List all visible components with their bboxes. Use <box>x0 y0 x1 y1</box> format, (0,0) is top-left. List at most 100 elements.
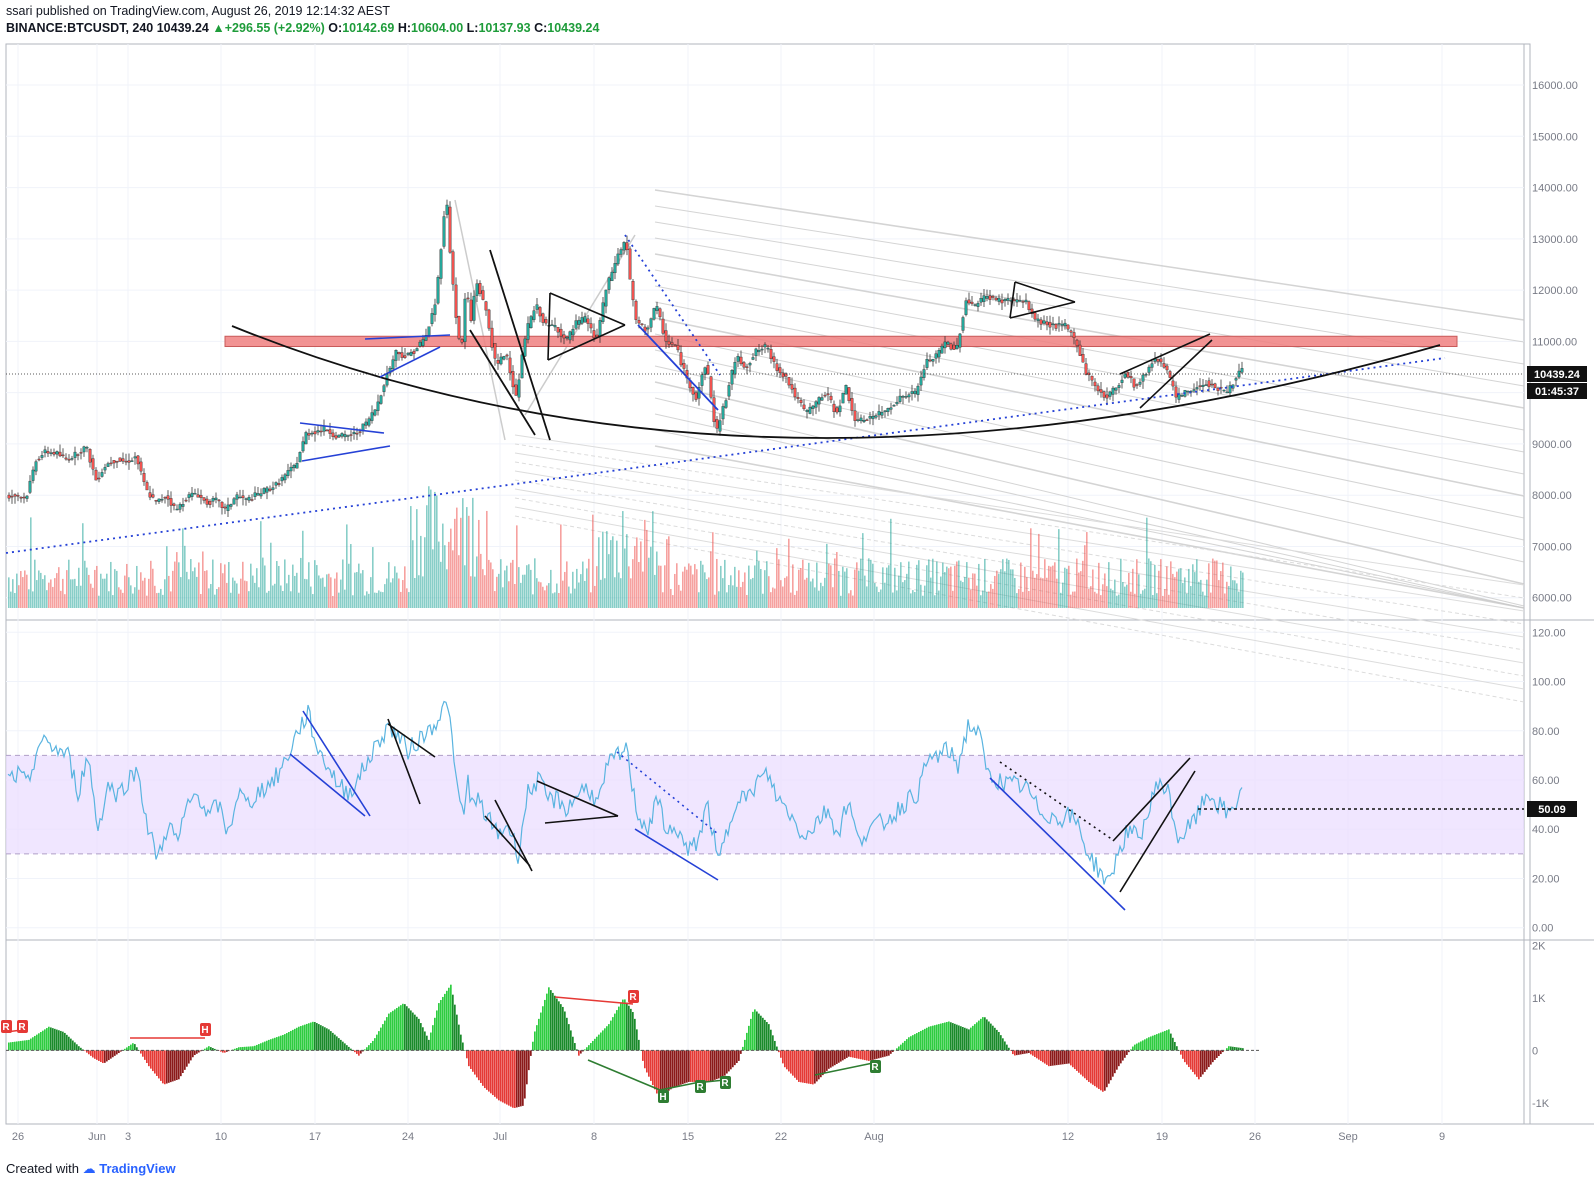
symbol-name[interactable]: BINANCE:BTCUSDT, 240 <box>6 21 154 35</box>
candle-body <box>244 498 248 500</box>
volume-bar <box>150 560 152 608</box>
candle-body <box>322 426 326 432</box>
histogram-bar <box>1046 1050 1048 1065</box>
volume-bar <box>588 558 590 608</box>
histogram-bar <box>1126 1050 1128 1055</box>
signal-badge <box>17 1020 28 1033</box>
histogram-bar <box>568 1024 570 1051</box>
candle-body <box>631 281 635 301</box>
histogram-bar <box>254 1045 256 1051</box>
histogram-bar <box>294 1028 296 1051</box>
publish-info: ssari published on TradingView.com, Augu… <box>6 4 391 18</box>
histogram-bar <box>378 1031 380 1051</box>
candle-body <box>148 492 152 498</box>
volume-bar <box>466 507 468 608</box>
volume-bar <box>524 574 526 608</box>
volume-bar <box>782 586 784 608</box>
candle-body <box>274 482 278 486</box>
rsi-tick-label: 120.00 <box>1532 627 1566 639</box>
close-label: C: <box>534 21 548 35</box>
candle-body <box>769 349 773 359</box>
channel-line <box>514 434 1525 586</box>
volume-bar <box>1038 533 1040 608</box>
histogram-bar <box>794 1050 796 1078</box>
channel-line <box>514 443 1525 599</box>
histogram-bar <box>702 1050 704 1082</box>
histogram-bar <box>1110 1050 1112 1081</box>
signal-label: R <box>18 1022 26 1033</box>
histogram-bar <box>730 1050 732 1070</box>
histogram-bar <box>1166 1030 1168 1051</box>
channel-line <box>654 429 1525 609</box>
histogram-bar <box>636 1029 638 1051</box>
histogram-bar <box>716 1050 718 1080</box>
histogram-bar <box>618 1006 620 1051</box>
histogram-bar <box>538 1018 540 1051</box>
histogram-bar <box>386 1017 388 1051</box>
histogram-bar <box>564 1011 566 1051</box>
candle-body <box>493 343 497 359</box>
time-tick-label: 10 <box>215 1131 227 1143</box>
volume-bar <box>892 592 894 608</box>
histogram-bar <box>620 1003 622 1051</box>
resistance-zone[interactable] <box>224 335 1458 348</box>
volume-bar <box>412 540 414 608</box>
histogram-bar <box>1000 1035 1002 1051</box>
candle-body <box>589 323 593 329</box>
candle-body <box>949 343 953 350</box>
histogram-bar <box>1074 1050 1076 1070</box>
histogram-bar <box>292 1029 294 1051</box>
high-label: H: <box>397 21 412 35</box>
histogram-bar <box>926 1027 928 1051</box>
histogram-bar <box>480 1050 482 1083</box>
candle-body <box>751 357 755 360</box>
histogram-bar <box>384 1020 386 1051</box>
histogram-bar <box>1118 1050 1120 1067</box>
histogram-bar <box>690 1050 692 1082</box>
volume-bar <box>838 570 840 608</box>
volume-bar <box>1074 591 1076 608</box>
volume-bar <box>1150 561 1152 608</box>
histogram-bar <box>418 1018 420 1051</box>
histogram-bar <box>334 1034 336 1051</box>
histogram-bar <box>958 1025 960 1051</box>
histogram-bar <box>816 1050 818 1082</box>
volume-bar <box>424 537 426 608</box>
candle-body <box>145 482 149 491</box>
volume-bar <box>176 552 178 608</box>
rsi-drawings[interactable] <box>289 710 1524 911</box>
histogram-bar <box>430 1032 432 1051</box>
tradingview-brand[interactable]: TradingView <box>99 1161 176 1176</box>
candle-body <box>565 336 569 339</box>
histogram-bar <box>728 1050 730 1072</box>
last-price-tag <box>1527 366 1587 382</box>
volume-bar <box>1040 577 1042 608</box>
volume-bar <box>598 537 600 608</box>
histogram-bar <box>102 1050 104 1064</box>
volume-bar <box>338 592 340 608</box>
histogram-bar <box>268 1039 270 1051</box>
trend-drawings[interactable] <box>5 234 1524 554</box>
volume-bar <box>196 576 198 608</box>
histogram-bar <box>470 1050 472 1069</box>
candle-body <box>865 419 869 421</box>
histogram-bar <box>1226 1048 1228 1051</box>
histogram-bar <box>540 1012 542 1051</box>
candle-body <box>919 376 923 386</box>
oscillator-histogram <box>6 984 1260 1108</box>
candle-body <box>1039 319 1043 325</box>
volume-bar <box>718 591 720 608</box>
histogram-bar <box>484 1050 486 1089</box>
histogram-bar <box>634 1018 636 1051</box>
time-axis[interactable]: 26 Jun 3 10 17 24 Jul 8 15 22 Aug 12 19 26 Sep 9 <box>12 1131 1445 1143</box>
candle-body <box>1234 378 1238 381</box>
price-axis[interactable]: 16000.0015000.0014000.0013000.0012000.00… <box>1532 80 1578 1110</box>
volume-bar <box>508 581 510 608</box>
volume-bar <box>264 565 266 608</box>
candle-body <box>730 370 734 385</box>
volume-bar <box>1100 595 1102 608</box>
histogram-bar <box>398 1006 400 1051</box>
candle-body <box>1204 384 1208 386</box>
